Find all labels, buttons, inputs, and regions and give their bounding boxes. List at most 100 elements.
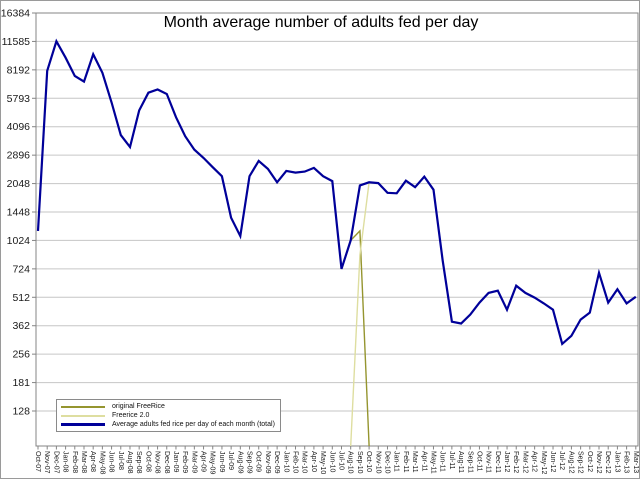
svg-text:Nov-11: Nov-11: [485, 451, 492, 473]
svg-text:Nov-09: Nov-09: [264, 451, 271, 474]
svg-text:Jan-08: Jan-08: [62, 451, 69, 473]
svg-text:Jul-08: Jul-08: [117, 451, 124, 470]
legend-swatch-freerice-2: [61, 414, 105, 417]
x-axis-ticks: [37, 446, 637, 450]
svg-text:4096: 4096: [7, 121, 31, 133]
svg-text:Nov-07: Nov-07: [43, 451, 50, 474]
svg-text:Mar-08: Mar-08: [80, 451, 87, 473]
svg-text:Mar-11: Mar-11: [411, 451, 418, 473]
legend-label: original FreeRice: [112, 403, 165, 410]
svg-text:Feb-13: Feb-13: [623, 451, 630, 473]
series-line-0: [37, 39, 370, 447]
svg-text:16384: 16384: [1, 8, 30, 20]
svg-text:Jun-09: Jun-09: [218, 451, 225, 473]
legend-label: Average adults fed rice per day of each …: [112, 421, 275, 428]
svg-text:Jan-09: Jan-09: [172, 451, 179, 473]
svg-text:2048: 2048: [7, 178, 31, 190]
legend-swatch-original-freerice: [61, 405, 105, 408]
svg-text:May-11: May-11: [429, 451, 436, 474]
svg-text:Sep-11: Sep-11: [466, 451, 473, 473]
svg-text:Jan-12: Jan-12: [503, 451, 510, 473]
svg-text:Sep-10: Sep-10: [356, 451, 363, 474]
svg-text:Feb-10: Feb-10: [292, 451, 299, 473]
svg-text:Aug-09: Aug-09: [236, 451, 243, 474]
svg-text:724: 724: [12, 263, 30, 275]
svg-text:256: 256: [12, 349, 30, 361]
legend-label: Freerice 2.0: [112, 412, 150, 419]
svg-text:Aug-11: Aug-11: [457, 451, 464, 473]
legend-swatch-total: [61, 423, 105, 426]
svg-text:Jun-10: Jun-10: [328, 451, 335, 473]
svg-text:Mar-10: Mar-10: [301, 451, 308, 473]
svg-text:Jun-11: Jun-11: [439, 451, 446, 472]
svg-text:Feb-12: Feb-12: [512, 451, 519, 473]
plot-border: [35, 12, 639, 447]
svg-text:Jan-10: Jan-10: [282, 451, 289, 473]
svg-text:Feb-09: Feb-09: [181, 451, 188, 473]
svg-text:Oct-09: Oct-09: [255, 451, 262, 472]
svg-text:181: 181: [12, 377, 30, 389]
y-axis-ticks: [32, 12, 36, 412]
y-gridlines: [36, 12, 638, 412]
svg-text:128: 128: [12, 406, 30, 418]
svg-text:Feb-11: Feb-11: [402, 451, 409, 473]
svg-text:Sep-08: Sep-08: [135, 451, 142, 474]
svg-text:Oct-12: Oct-12: [586, 451, 593, 472]
svg-text:Oct-11: Oct-11: [475, 451, 482, 472]
svg-text:Oct-07: Oct-07: [34, 451, 41, 472]
svg-text:512: 512: [12, 292, 30, 304]
svg-text:Oct-10: Oct-10: [365, 451, 372, 472]
svg-text:Sep-09: Sep-09: [246, 451, 253, 474]
svg-text:Jun-12: Jun-12: [549, 451, 556, 473]
legend: original FreeRice Freerice 2.0 Average a…: [56, 399, 281, 432]
svg-text:Nov-08: Nov-08: [154, 451, 161, 474]
svg-text:Apr-10: Apr-10: [310, 451, 317, 472]
series-line-2: [36, 38, 637, 346]
svg-text:Apr-11: Apr-11: [420, 451, 427, 472]
svg-text:Oct-08: Oct-08: [144, 451, 151, 472]
svg-text:Jul-09: Jul-09: [227, 451, 234, 470]
chart-title: Month average number of adults fed per d…: [163, 14, 479, 31]
svg-text:Aug-10: Aug-10: [347, 451, 354, 474]
svg-text:1024: 1024: [7, 235, 31, 247]
svg-text:Jul-10: Jul-10: [337, 451, 344, 470]
svg-text:2896: 2896: [7, 150, 31, 162]
svg-text:Apr-09: Apr-09: [200, 451, 207, 472]
svg-text:Mar-13: Mar-13: [632, 451, 639, 473]
svg-text:5793: 5793: [7, 93, 31, 105]
svg-text:Nov-12: Nov-12: [595, 451, 602, 474]
svg-text:Dec-09: Dec-09: [273, 451, 280, 474]
svg-text:May-08: May-08: [98, 451, 105, 474]
svg-text:Apr-08: Apr-08: [89, 451, 96, 472]
svg-text:Dec-12: Dec-12: [604, 451, 611, 474]
svg-text:Dec-07: Dec-07: [52, 451, 59, 474]
svg-text:Mar-12: Mar-12: [521, 451, 528, 473]
svg-text:May-12: May-12: [540, 451, 547, 474]
svg-text:362: 362: [12, 320, 30, 332]
svg-text:Jul-11: Jul-11: [448, 451, 455, 470]
svg-text:May-10: May-10: [319, 451, 326, 474]
svg-text:Jan-11: Jan-11: [393, 451, 400, 472]
svg-text:Feb-08: Feb-08: [71, 451, 78, 473]
legend-item-original-freerice: original FreeRice: [61, 402, 275, 411]
legend-item-freerice-2: Freerice 2.0: [61, 411, 275, 420]
svg-text:Dec-08: Dec-08: [163, 451, 170, 474]
y-axis-labels: 16384 11585 8192 5793 4096 2896 2048 1448 1024 72…: [1, 8, 30, 418]
svg-text:Aug-08: Aug-08: [126, 451, 133, 474]
svg-text:Sep-12: Sep-12: [577, 451, 584, 474]
svg-text:Apr-12: Apr-12: [531, 451, 538, 472]
svg-text:Mar-09: Mar-09: [190, 451, 197, 473]
svg-text:May-09: May-09: [209, 451, 216, 474]
svg-text:Dec-11: Dec-11: [494, 451, 501, 473]
svg-text:Dec-10: Dec-10: [383, 451, 390, 474]
svg-text:1448: 1448: [7, 207, 31, 219]
svg-text:Nov-10: Nov-10: [374, 451, 381, 474]
x-axis-labels: Oct-07 Nov-07 Dec-07 Jan-08 Feb-08 Mar-08 Apr-…: [34, 451, 639, 474]
svg-text:8192: 8192: [7, 64, 31, 76]
series-line-1: [350, 175, 637, 447]
svg-text:11585: 11585: [2, 36, 31, 48]
legend-item-total: Average adults fed rice per day of each …: [61, 420, 275, 429]
svg-text:Jan-13: Jan-13: [613, 451, 620, 473]
